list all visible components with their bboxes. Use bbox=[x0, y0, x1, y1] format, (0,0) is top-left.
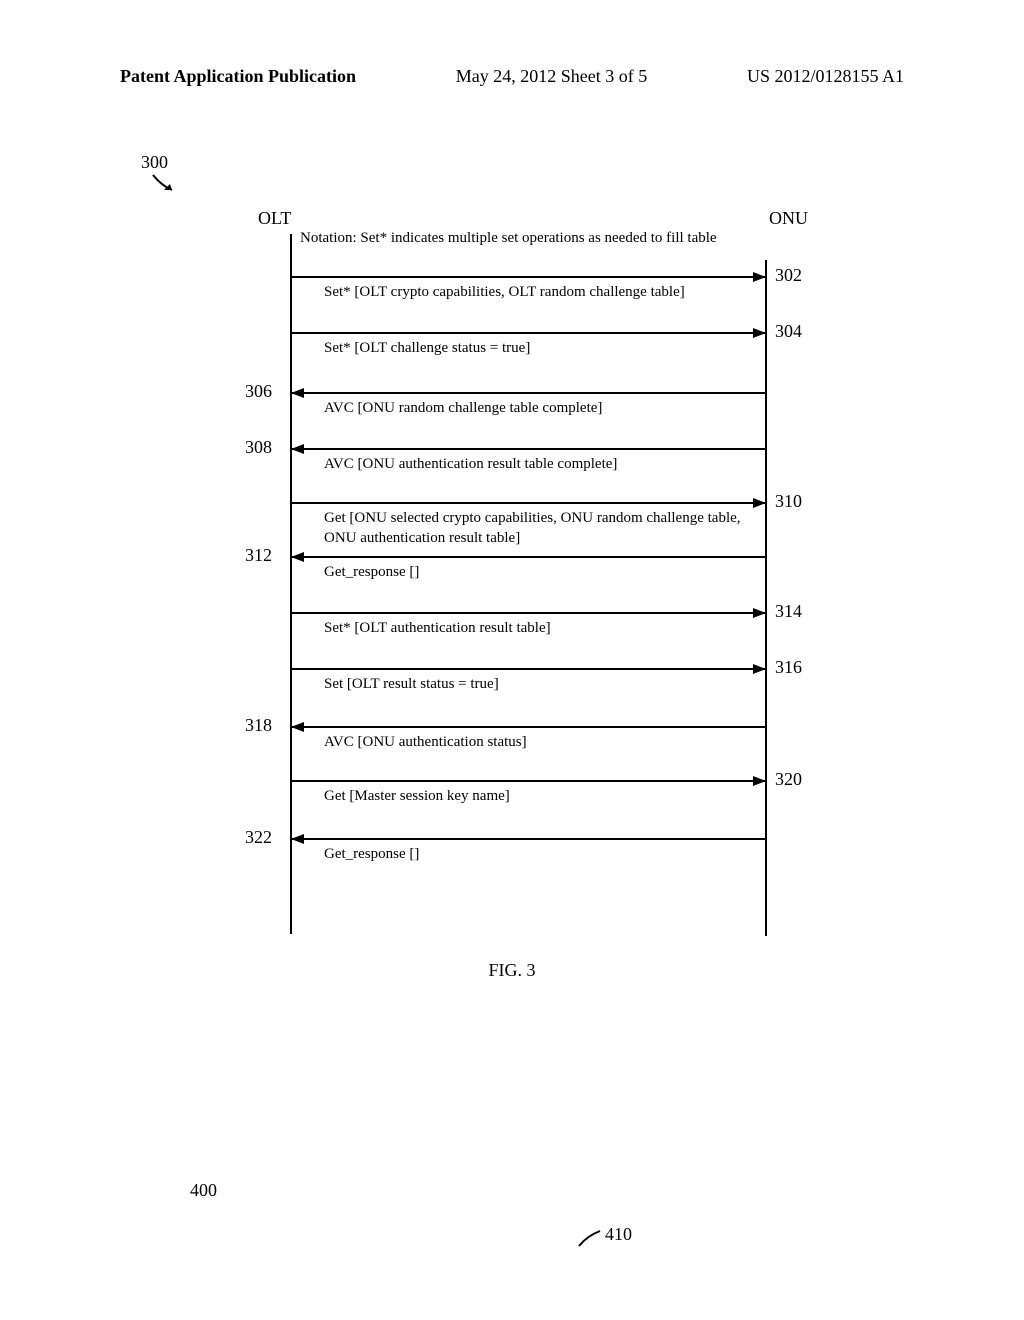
message-arrow-line bbox=[292, 276, 765, 278]
message-row: Set [OLT result status = true] bbox=[292, 668, 765, 670]
message-arrow-line bbox=[292, 556, 765, 558]
message-row: Get [Master session key name] bbox=[292, 780, 765, 782]
message-row: Get [ONU selected crypto capabilities, O… bbox=[292, 502, 765, 504]
message-text: AVC [ONU authentication result table com… bbox=[324, 454, 744, 474]
reference-numeral-400: 400 bbox=[190, 1180, 217, 1201]
reference-numeral: 302 bbox=[775, 265, 802, 286]
message-row: AVC [ONU random challenge table complete… bbox=[292, 392, 765, 394]
lifeline-onu bbox=[765, 260, 767, 936]
reference-numeral: 314 bbox=[775, 601, 802, 622]
message-text: Get_response [] bbox=[324, 562, 744, 582]
actor-label-olt: OLT bbox=[258, 208, 291, 229]
message-row: Set* [OLT challenge status = true] bbox=[292, 332, 765, 334]
message-arrow-line bbox=[292, 838, 765, 840]
message-text: Set* [OLT authentication result table] bbox=[324, 618, 744, 638]
header-center: May 24, 2012 Sheet 3 of 5 bbox=[456, 66, 647, 87]
reference-numeral-410: 410 bbox=[605, 1224, 632, 1245]
reference-numeral: 304 bbox=[775, 321, 802, 342]
message-text: Set [OLT result status = true] bbox=[324, 674, 744, 694]
arrow-right-icon bbox=[753, 272, 766, 282]
reference-numeral: 316 bbox=[775, 657, 802, 678]
reference-numeral: 318 bbox=[245, 715, 272, 736]
message-arrow-line bbox=[292, 780, 765, 782]
reference-numeral-300: 300 bbox=[141, 152, 168, 173]
message-arrow-line bbox=[292, 392, 765, 394]
page: Patent Application Publication May 24, 2… bbox=[0, 0, 1024, 1320]
message-text: AVC [ONU random challenge table complete… bbox=[324, 398, 744, 418]
message-arrow-line bbox=[292, 726, 765, 728]
reference-numeral: 306 bbox=[245, 381, 272, 402]
message-row: AVC [ONU authentication result table com… bbox=[292, 448, 765, 450]
message-arrow-line bbox=[292, 502, 765, 504]
message-row: Get_response [] bbox=[292, 838, 765, 840]
message-text: Set* [OLT challenge status = true] bbox=[324, 338, 744, 358]
message-row: AVC [ONU authentication status] bbox=[292, 726, 765, 728]
message-arrow-line bbox=[292, 332, 765, 334]
message-text: Get_response [] bbox=[324, 844, 744, 864]
message-text: AVC [ONU authentication status] bbox=[324, 732, 744, 752]
arrow-left-icon bbox=[291, 834, 304, 844]
arrow-left-icon bbox=[291, 722, 304, 732]
arrow-right-icon bbox=[753, 328, 766, 338]
reference-numeral: 322 bbox=[245, 827, 272, 848]
message-text: Get [Master session key name] bbox=[324, 786, 744, 806]
arrow-left-icon bbox=[291, 444, 304, 454]
header-left: Patent Application Publication bbox=[120, 66, 356, 87]
message-text: Get [ONU selected crypto capabilities, O… bbox=[324, 508, 744, 549]
message-row: Get_response [] bbox=[292, 556, 765, 558]
reference-numeral: 308 bbox=[245, 437, 272, 458]
message-arrow-line bbox=[292, 448, 765, 450]
message-text: Set* [OLT crypto capabilities, OLT rando… bbox=[324, 282, 744, 302]
message-row: Set* [OLT authentication result table] bbox=[292, 612, 765, 614]
arrow-left-icon bbox=[291, 388, 304, 398]
header-right: US 2012/0128155 A1 bbox=[747, 66, 904, 87]
message-row: Set* [OLT crypto capabilities, OLT rando… bbox=[292, 276, 765, 278]
actor-label-onu: ONU bbox=[769, 208, 808, 229]
arrow-right-icon bbox=[753, 664, 766, 674]
message-arrow-line bbox=[292, 612, 765, 614]
arrow-right-icon bbox=[753, 608, 766, 618]
reference-numeral: 312 bbox=[245, 545, 272, 566]
leader-arrow-icon bbox=[150, 172, 180, 197]
arrow-right-icon bbox=[753, 776, 766, 786]
notation-text: Notation: Set* indicates multiple set op… bbox=[300, 229, 740, 249]
reference-numeral: 320 bbox=[775, 769, 802, 790]
figure-caption: FIG. 3 bbox=[0, 960, 1024, 981]
lifeline-olt bbox=[290, 234, 292, 934]
leader-curve-icon bbox=[577, 1228, 602, 1248]
arrow-left-icon bbox=[291, 552, 304, 562]
message-arrow-line bbox=[292, 668, 765, 670]
page-header: Patent Application Publication May 24, 2… bbox=[120, 66, 904, 87]
arrow-right-icon bbox=[753, 498, 766, 508]
reference-numeral: 310 bbox=[775, 491, 802, 512]
